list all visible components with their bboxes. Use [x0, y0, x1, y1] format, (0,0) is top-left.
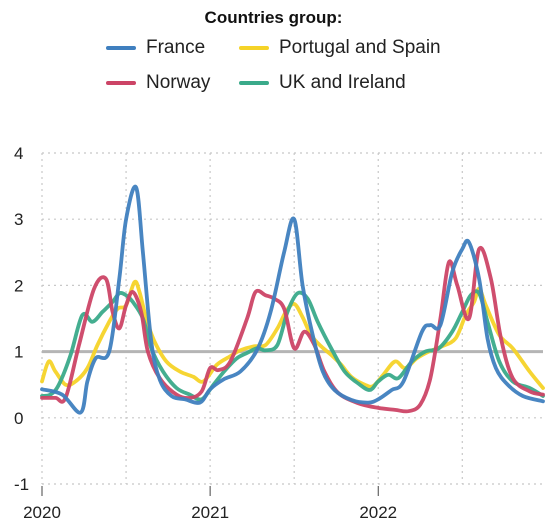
legend-swatch-france [106, 46, 136, 50]
legend-label-portugal-spain: Portugal and Spain [279, 37, 441, 58]
y-tick-label: 2 [14, 276, 23, 295]
x-tick-label: 2022 [359, 503, 397, 522]
legend-label-norway: Norway [146, 72, 211, 93]
legend-swatch-portugal-spain [239, 46, 269, 50]
legend-swatch-norway [106, 81, 136, 85]
grid-layer [41, 152, 543, 485]
legend-title: Countries group: [204, 8, 343, 27]
series-lines-layer [40, 184, 545, 415]
legend-item-france: France [106, 37, 205, 59]
legend-item-portugal-spain: Portugal and Spain [239, 37, 441, 59]
x-tick-label: 2021 [191, 503, 229, 522]
series-line-norway [40, 245, 545, 414]
legend-swatch-uk-ireland [239, 81, 269, 85]
y-tick-label: 4 [14, 144, 23, 163]
legend-item-uk-ireland: UK and Ireland [239, 72, 406, 94]
x-tick-label: 2020 [23, 503, 61, 522]
legend-item-norway: Norway [106, 72, 210, 94]
tick-labels-layer: -1 0 1 2 3 4 2020 2021 2022 [14, 144, 397, 522]
y-tick-label: 1 [14, 343, 23, 362]
series-line-france [40, 184, 545, 415]
y-tick-label: 3 [14, 210, 23, 229]
y-tick-label: 0 [14, 409, 23, 428]
legend-label-uk-ireland: UK and Ireland [279, 72, 406, 93]
legend-label-france: France [146, 37, 206, 58]
y-tick-label: -1 [14, 475, 29, 494]
